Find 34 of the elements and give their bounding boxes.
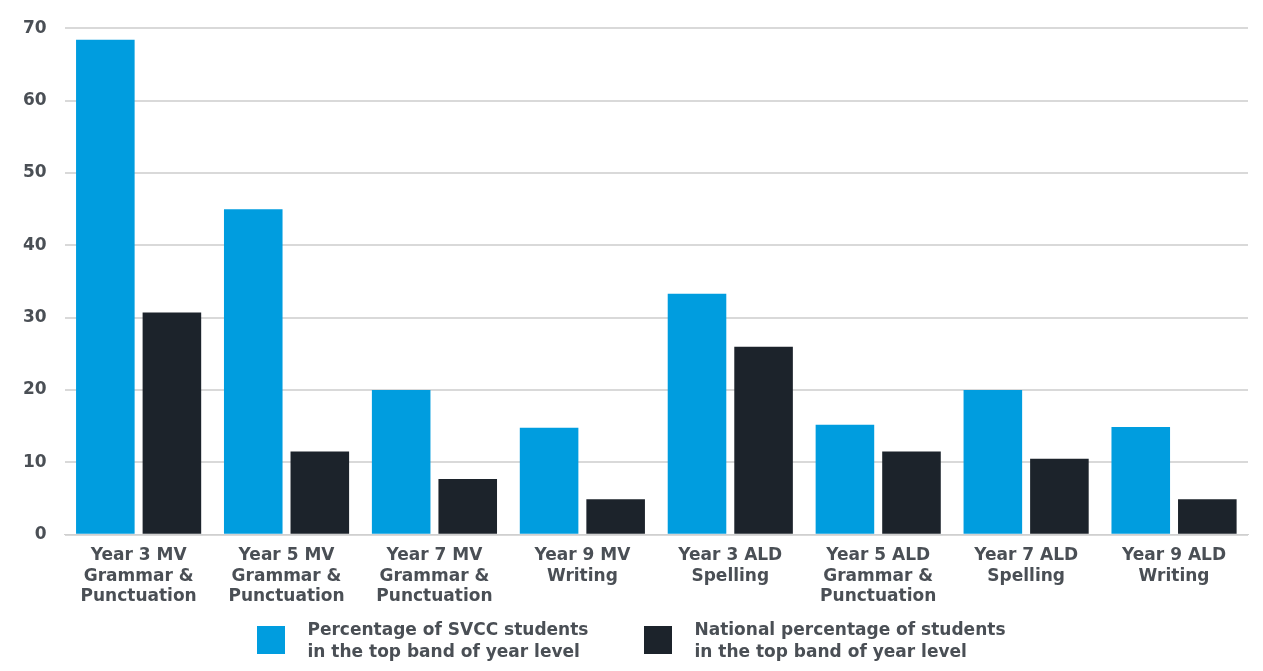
bar [142, 312, 202, 534]
bar [1030, 458, 1089, 534]
bar [438, 479, 498, 534]
x-tick-label: Year 9 MV Writing [533, 544, 632, 585]
y-tick-label: 10 [22, 450, 47, 471]
x-tick-label: Year 9 ALD Writing [1121, 544, 1226, 585]
x-tick-label: Year 3 ALD Spelling [677, 544, 783, 585]
y-tick-label: 40 [22, 233, 47, 254]
y-tick-label: 70 [22, 16, 47, 37]
x-tick-label: Year 3 MV Grammar & Punctuation [80, 544, 197, 606]
y-tick-label: 20 [22, 378, 47, 399]
x-tick-label: Year 5 ALD Grammar & Punctuation [820, 544, 937, 606]
bar [371, 390, 431, 534]
bar [963, 390, 1023, 534]
bar [667, 293, 727, 534]
legend-label: Percentage of SVCC students in the top band of year level [307, 618, 589, 662]
x-tick-label: Year 7 ALD Spelling [973, 544, 1079, 585]
x-tick-label: Year 7 MV Grammar & Punctuation [376, 544, 493, 606]
bar [734, 346, 793, 534]
bar [76, 39, 135, 534]
bar [519, 427, 579, 534]
bar [815, 424, 875, 534]
y-tick-label: 0 [34, 523, 47, 544]
bar [290, 451, 350, 534]
x-tick-label: Year 5 MV Grammar & Punctuation [228, 544, 345, 606]
bar [223, 209, 283, 534]
bar [1111, 426, 1171, 534]
y-tick-label: 30 [22, 306, 47, 327]
bar [586, 499, 645, 534]
y-tick-label: 60 [22, 88, 47, 109]
bar [1178, 499, 1237, 534]
bar [882, 451, 941, 534]
y-tick-label: 50 [22, 161, 47, 182]
legend-label: National percentage of students in the top band of year level [694, 618, 1006, 662]
